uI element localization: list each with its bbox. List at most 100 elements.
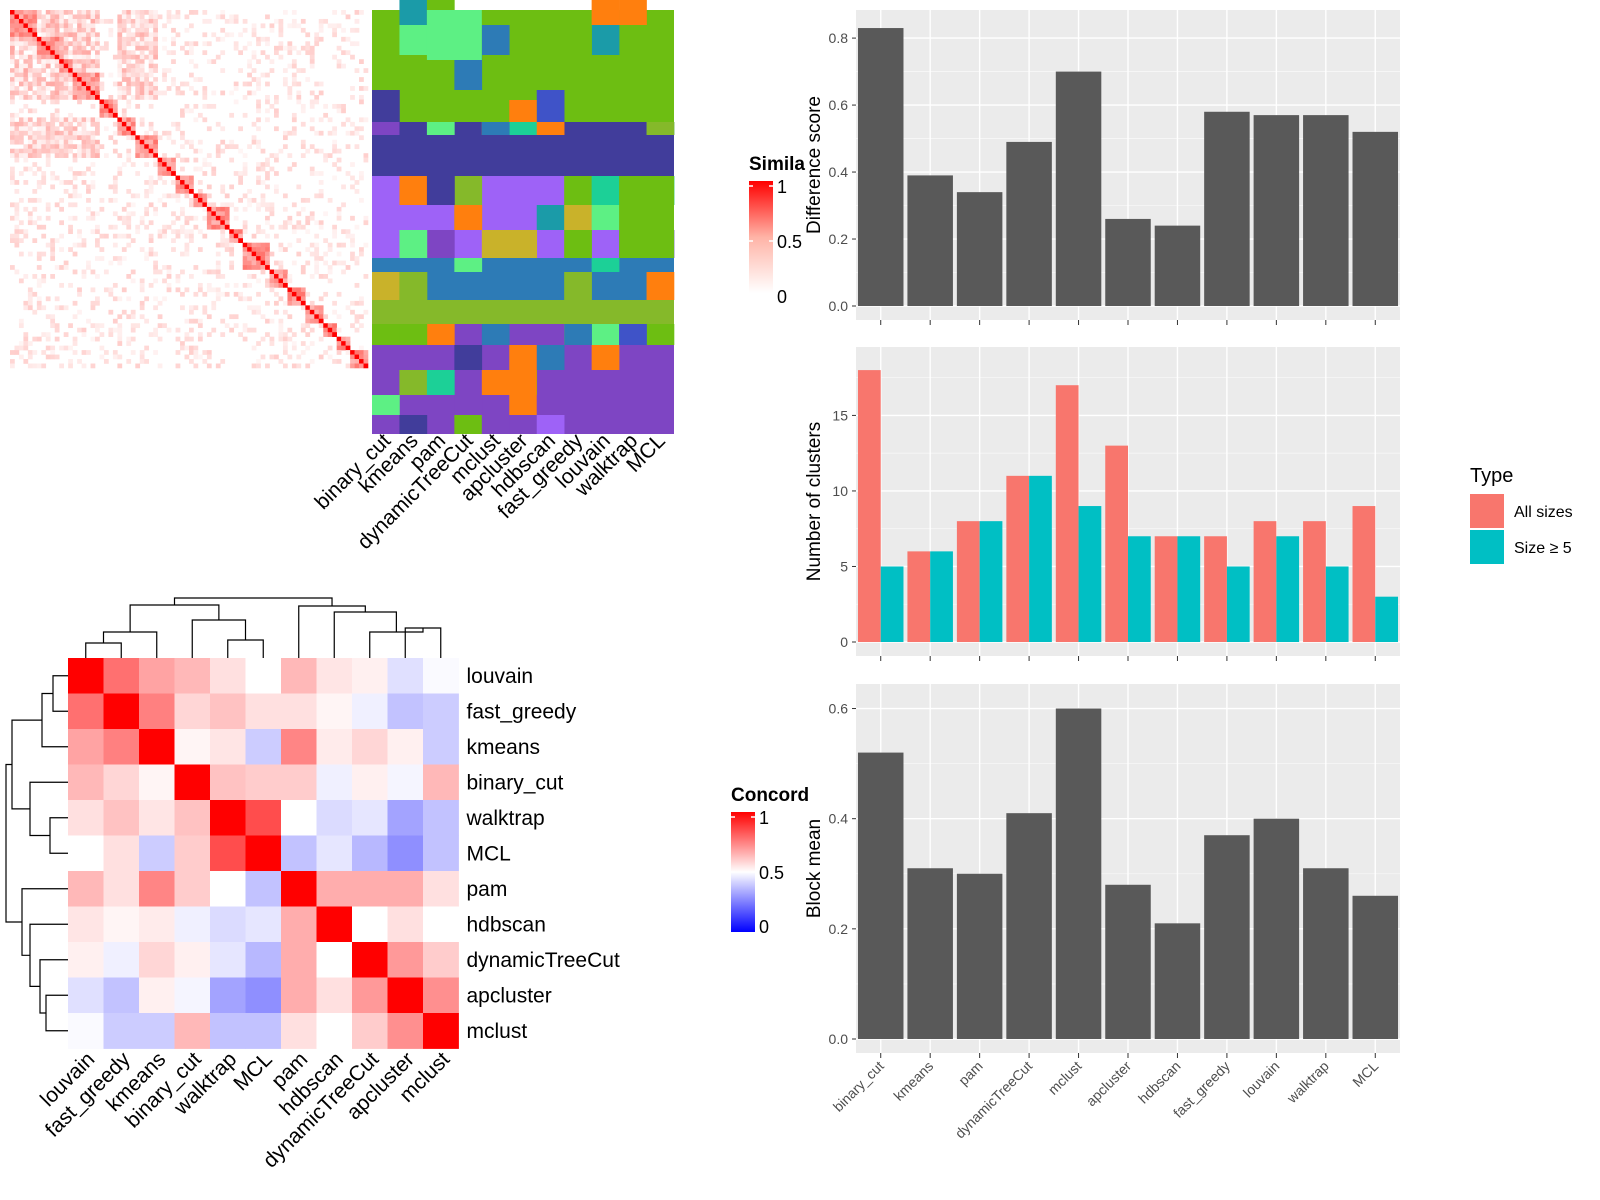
similarity-cell xyxy=(215,148,221,154)
similarity-cell xyxy=(41,14,47,20)
similarity-cell xyxy=(153,54,158,60)
similarity-cell xyxy=(54,117,60,123)
similarity-cell xyxy=(32,189,38,194)
similarity-cell xyxy=(296,354,302,360)
similarity-cell xyxy=(95,68,100,73)
similarity-cell xyxy=(189,305,194,311)
similarity-cell xyxy=(242,336,248,342)
similarity-cell xyxy=(189,108,194,114)
similarity-cell xyxy=(336,327,342,333)
similarity-cell xyxy=(135,323,141,329)
similarity-cell xyxy=(27,148,33,154)
similarity-cell xyxy=(265,162,270,167)
similarity-cell xyxy=(251,345,257,351)
similarity-cell xyxy=(81,72,87,78)
similarity-cell xyxy=(18,68,24,73)
similarity-cell xyxy=(59,72,64,78)
similarity-cell xyxy=(27,166,33,172)
similarity-cell xyxy=(27,363,33,369)
bar-MCL xyxy=(1352,895,1399,1039)
similarity-cell xyxy=(336,211,342,217)
similarity-cell xyxy=(153,251,158,257)
similarity-cell xyxy=(68,90,73,96)
similarity-cell xyxy=(54,130,60,136)
concordance-cell-apcluster-mclust xyxy=(423,977,459,1014)
similarity-cell xyxy=(45,354,51,360)
similarity-cell xyxy=(36,148,42,154)
similarity-cell xyxy=(144,54,150,60)
similarity-cell xyxy=(50,135,56,141)
similarity-cell xyxy=(72,135,78,141)
similarity-cell xyxy=(332,233,337,239)
similarity-cell xyxy=(211,269,217,275)
similarity-cell xyxy=(121,59,127,64)
similarity-cell xyxy=(287,50,293,56)
similarity-cell xyxy=(341,202,346,208)
similarity-cell xyxy=(314,233,320,239)
similarity-cell xyxy=(251,121,257,127)
similarity-cell xyxy=(296,23,302,29)
similarity-cell xyxy=(63,36,69,42)
similarity-cell xyxy=(157,269,163,275)
similarity-cell xyxy=(148,135,154,141)
similarity-cell xyxy=(162,171,167,176)
similarity-cell xyxy=(18,90,24,96)
membership-method-labels: binary_cutkmeanspamdynamicTreeCutmclusta… xyxy=(310,429,669,554)
similarity-cell xyxy=(314,193,320,199)
similarity-cell xyxy=(359,10,364,15)
similarity-cell xyxy=(171,41,176,47)
similarity-cell xyxy=(318,274,324,279)
similarity-cell xyxy=(332,148,337,154)
concordance-cell-mclust-kmeans xyxy=(139,1013,175,1049)
similarity-cell xyxy=(14,157,20,163)
similarity-cell xyxy=(256,341,261,346)
similarity-cell xyxy=(59,117,64,123)
similarity-cell xyxy=(108,309,114,315)
similarity-cell xyxy=(32,238,38,243)
similarity-cell xyxy=(305,247,311,252)
similarity-cell xyxy=(278,282,284,288)
similarity-cell xyxy=(68,130,73,136)
similarity-cell xyxy=(36,144,42,150)
similarity-cell xyxy=(274,309,279,315)
similarity-cell xyxy=(336,345,342,351)
similarity-cell xyxy=(305,363,311,369)
similarity-cell xyxy=(193,305,199,311)
membership-block xyxy=(399,272,428,300)
similarity-cell xyxy=(77,18,82,24)
similarity-cell xyxy=(229,233,235,239)
similarity-cell xyxy=(215,242,221,248)
similarity-cell xyxy=(336,166,342,172)
similarity-cell xyxy=(354,68,360,73)
similarity-cell xyxy=(251,242,257,248)
similarity-cell xyxy=(224,282,230,288)
similarity-cell xyxy=(260,166,266,172)
column-dendrogram xyxy=(85,597,442,658)
similarity-cell xyxy=(81,117,87,123)
similarity-cell xyxy=(72,45,78,51)
similarity-cell xyxy=(350,233,355,239)
similarity-cell xyxy=(126,274,132,279)
similarity-cell xyxy=(332,229,337,235)
similarity-cell xyxy=(45,10,51,15)
similarity-cell xyxy=(77,95,82,100)
similarity-cell xyxy=(148,36,154,42)
dendro-left-binarycut xyxy=(29,781,68,837)
similarity-cell xyxy=(112,99,118,105)
similarity-cell xyxy=(287,86,293,91)
similarity-cell xyxy=(354,300,360,306)
similarity-cell xyxy=(215,206,221,212)
similarity-cell xyxy=(54,54,60,60)
similarity-cell xyxy=(256,81,261,87)
similarity-cell xyxy=(68,202,73,208)
similarity-cell xyxy=(291,45,297,51)
similarity-cell xyxy=(233,144,239,150)
similarity-cell xyxy=(77,359,82,364)
similarity-cell xyxy=(50,32,56,38)
membership-block xyxy=(564,176,592,205)
similarity-cell xyxy=(135,153,141,158)
similarity-cell xyxy=(130,269,136,275)
similarity-cell xyxy=(121,206,127,212)
membership-block xyxy=(399,25,428,55)
similarity-cell xyxy=(189,215,194,221)
